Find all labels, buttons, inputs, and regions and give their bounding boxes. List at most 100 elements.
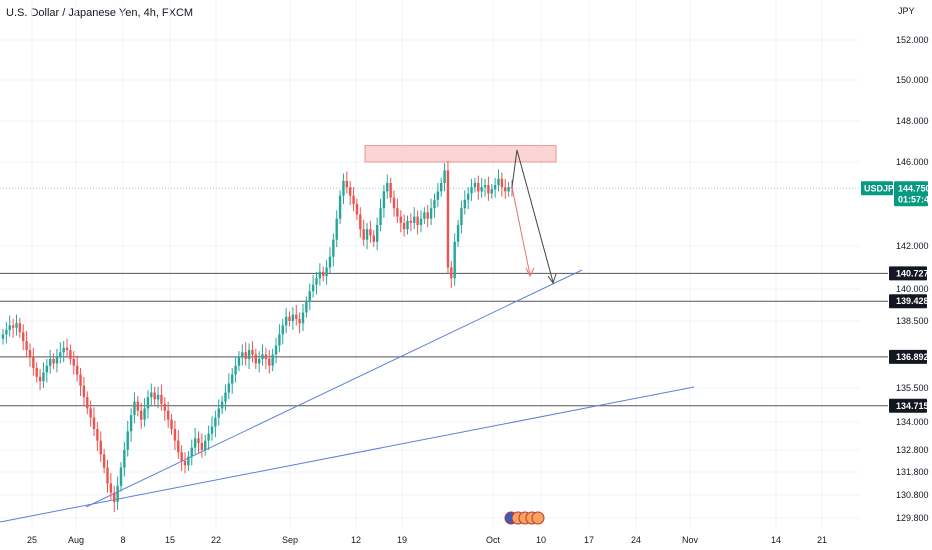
candle-body (217, 408, 220, 418)
candle-body (116, 485, 119, 502)
candle-body (136, 401, 140, 411)
y-tick-label: 130.800 (896, 490, 929, 500)
candle-body (429, 208, 433, 219)
level-price-tag (889, 294, 927, 309)
x-tick-label: Sep (282, 535, 298, 545)
candle-body (443, 170, 446, 183)
projection-arrow-short (511, 186, 531, 276)
candle-body (487, 185, 490, 194)
candle-body (416, 216, 419, 225)
candle-body (173, 429, 177, 441)
candle-body (89, 408, 92, 418)
candle-body (305, 301, 308, 313)
candle-body (423, 212, 426, 219)
candle-body (11, 325, 15, 328)
candle-body (241, 352, 244, 357)
candle-body (396, 208, 399, 217)
candle-body (254, 354, 258, 364)
level-price-tag (889, 398, 927, 413)
trendline-upper (85, 269, 583, 508)
candle-body (126, 431, 129, 450)
candle-body (470, 187, 473, 194)
candle-body (369, 229, 372, 236)
candle-body (140, 410, 143, 420)
candle-body (375, 225, 379, 242)
candle-body (123, 450, 126, 468)
candle-body (392, 197, 396, 209)
candle-body (328, 256, 332, 268)
candle-body (207, 433, 210, 441)
candle-body (193, 438, 197, 448)
time-axis[interactable]: 25 Aug 8 15 22 Sep 12 19 Oct 10 17 24 Nov 14 21 (27, 535, 827, 545)
candle-body (170, 419, 173, 429)
candle-body (284, 316, 288, 326)
candle-body (62, 347, 65, 353)
resistance-zone (364, 145, 557, 163)
candles-layer (1, 160, 514, 513)
candle-body (295, 314, 298, 319)
candle-body (22, 332, 25, 342)
candle-body (264, 354, 268, 359)
trendline-lower (0, 386, 695, 523)
candle-body (493, 185, 497, 190)
candle-body (69, 350, 72, 359)
projection-arrow-long (511, 149, 554, 283)
y-tick-label: 134.000 (896, 417, 929, 427)
candle-body (372, 235, 375, 242)
grid-layer (0, 0, 860, 530)
trendlines-layer[interactable] (0, 269, 695, 523)
y-tick-label: 150.000 (896, 75, 929, 85)
candle-body (433, 199, 436, 209)
candle-body (204, 440, 207, 450)
candle-body (315, 278, 318, 285)
candle-body (92, 417, 96, 429)
candle-body (113, 492, 116, 502)
economic-events[interactable] (504, 511, 545, 525)
candle-body (504, 187, 507, 192)
candle-body (463, 199, 467, 209)
candle-body (460, 208, 463, 225)
price-axis[interactable]: JPY 152.000 150.000 148.000 146.000 142.000 14… (861, 6, 932, 523)
y-tick-label: 138.500 (896, 316, 929, 326)
candle-body (440, 183, 443, 192)
candle-body (298, 318, 301, 324)
candle-body (59, 352, 62, 357)
candle-body (183, 461, 187, 466)
x-tick-label: 19 (397, 535, 407, 545)
projection-arrows-layer[interactable] (511, 149, 557, 285)
candle-body (325, 267, 328, 277)
candle-body (382, 191, 386, 209)
y-tick-label: 135.500 (896, 383, 929, 393)
candle-body (365, 229, 369, 240)
candle-body (338, 195, 342, 219)
candle-body (352, 195, 355, 204)
candle-body (32, 356, 35, 368)
candle-body (48, 358, 52, 366)
candle-body (318, 271, 322, 279)
y-tick-label: 132.800 (896, 445, 929, 455)
candle-body (102, 454, 106, 468)
candle-body (483, 185, 487, 188)
x-tick-label: 8 (120, 535, 125, 545)
x-tick-label: 17 (584, 535, 594, 545)
y-tick-label: 142.000 (896, 241, 929, 251)
candle-body (480, 187, 483, 192)
candle-body (220, 401, 224, 409)
countdown-label: 01:57:41 (898, 194, 932, 204)
candle-body (153, 392, 156, 400)
current-price-tag (894, 181, 928, 207)
candle-body (143, 408, 146, 420)
candle-body (426, 212, 429, 219)
candle-body (234, 365, 237, 375)
candle-body (335, 218, 338, 240)
candle-body (180, 452, 183, 461)
candle-body (197, 438, 200, 443)
x-tick-label: Aug (68, 535, 84, 545)
y-tick-label: 140.000 (896, 284, 929, 294)
candle-body (109, 483, 113, 493)
candle-body (177, 440, 180, 453)
candle-body (247, 350, 251, 359)
candle-body (379, 208, 382, 225)
candle-body (166, 410, 170, 420)
